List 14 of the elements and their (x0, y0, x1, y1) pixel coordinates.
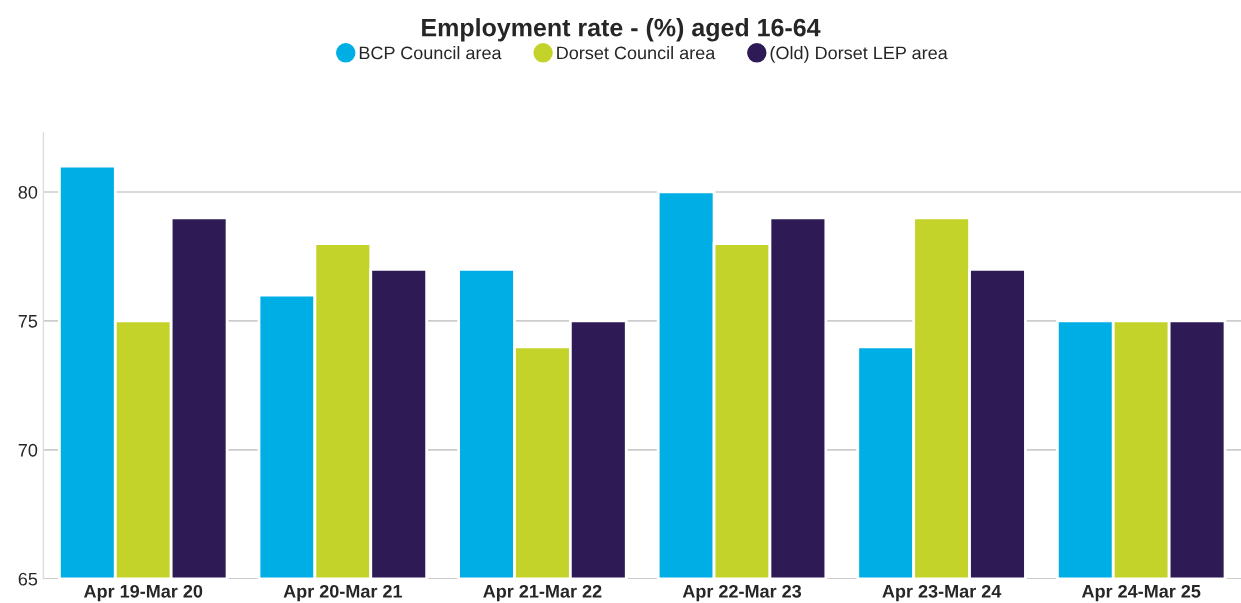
x-tick-label: Apr 20-Mar 21 (283, 584, 403, 602)
legend-label: (Old) Dorset LEP area (770, 46, 948, 63)
x-tick-label: Apr 22-Mar 23 (682, 584, 802, 602)
x-tick-label: Apr 24-Mar 25 (1081, 584, 1201, 602)
x-tick-label: Apr 23-Mar 24 (882, 584, 1002, 602)
y-tick-label: 80 (18, 185, 38, 199)
legend-label: BCP Council area (359, 46, 502, 60)
x-tick-label: Apr 21-Mar 22 (483, 584, 602, 602)
x-tick-label: Apr 19-Mar 20 (83, 584, 203, 602)
y-tick-label: 65 (18, 572, 38, 586)
legend-label: Dorset Council area (557, 46, 716, 60)
y-tick-label: 75 (18, 315, 38, 328)
y-tick-label: 70 (18, 443, 38, 457)
chart-title: Employment rate - (%) aged 16-64 (422, 18, 821, 42)
